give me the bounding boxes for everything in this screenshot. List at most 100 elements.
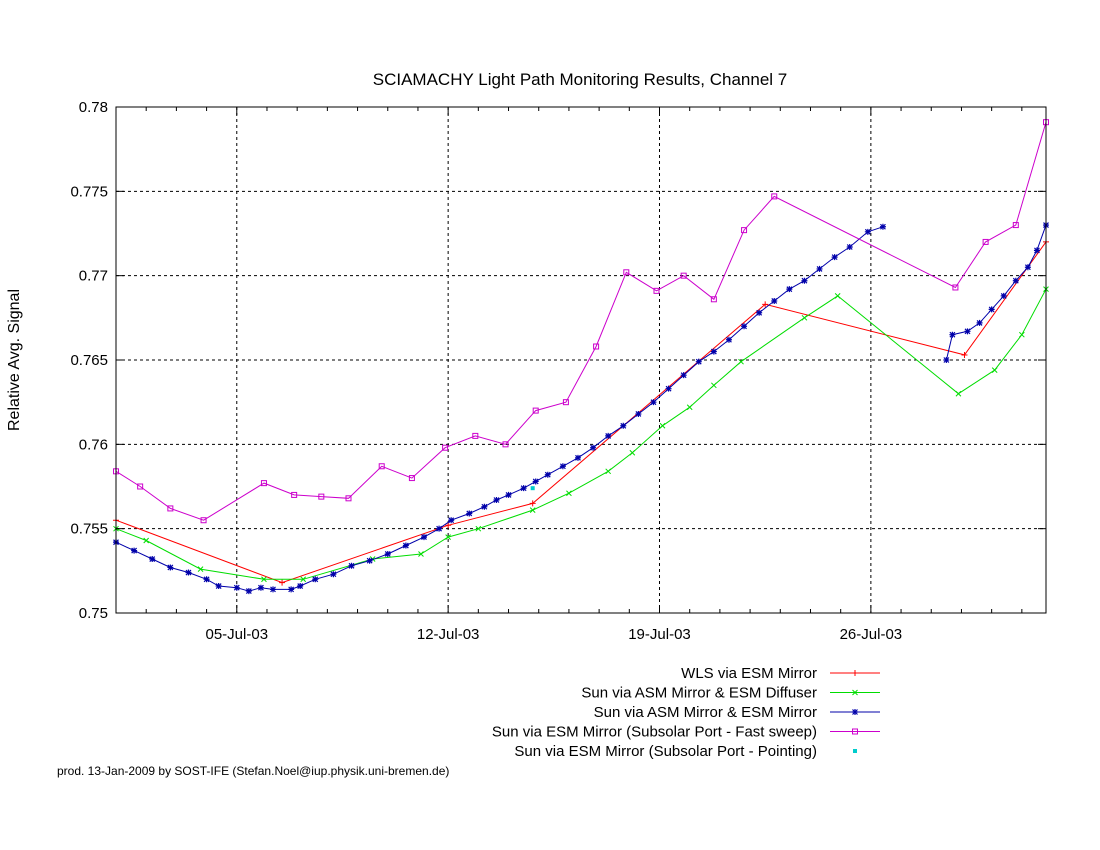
data-point: [943, 357, 950, 363]
data-point: [544, 471, 551, 478]
series-5: [530, 486, 535, 491]
data-point: [1012, 277, 1019, 284]
data-point: [493, 496, 500, 503]
y-tick-label: 0.78: [79, 99, 108, 116]
series-line: [115, 226, 884, 592]
data-point: [801, 277, 808, 284]
data-point: [420, 534, 427, 541]
data-point: [801, 314, 808, 321]
data-point: [203, 576, 210, 583]
data-point: [261, 576, 267, 583]
data-point: [864, 228, 871, 235]
series-layer: [113, 119, 1049, 595]
data-point: [131, 547, 138, 554]
data-point: [756, 309, 763, 316]
data-point: [559, 463, 566, 470]
data-point: [143, 537, 150, 544]
data-point: [961, 351, 968, 358]
x-tick-label: 26-Jul-03: [840, 626, 903, 643]
data-point: [982, 238, 989, 245]
series-3: [943, 222, 1049, 363]
x-tick-label: 12-Jul-03: [417, 626, 480, 643]
y-tick-label: 0.75: [79, 605, 108, 622]
series-line: [115, 122, 1047, 521]
series-1: [113, 286, 1049, 583]
data-point: [955, 390, 962, 397]
data-point: [846, 243, 853, 250]
data-point: [149, 556, 156, 563]
data-point: [530, 486, 535, 491]
y-tick-label: 0.775: [70, 183, 108, 200]
data-point: [620, 422, 627, 429]
legend-entry: Sun via ASM Mirror & ESM Mirror: [594, 704, 880, 721]
data-point: [976, 319, 983, 326]
data-point: [952, 284, 959, 291]
legend-marker: [853, 749, 857, 753]
y-tick-label: 0.77: [79, 268, 108, 285]
data-point: [502, 441, 509, 448]
data-point: [605, 432, 612, 439]
legend-marker: [852, 728, 858, 735]
data-point: [629, 449, 636, 456]
data-point: [481, 503, 488, 510]
data-point: [574, 454, 581, 461]
y-tick-label: 0.755: [70, 521, 108, 538]
data-point: [659, 422, 666, 429]
legend-entry: WLS via ESM Mirror: [681, 665, 880, 682]
legend-marker: [852, 689, 858, 696]
y-tick-label: 0.76: [79, 436, 108, 453]
legend-entry: Sun via ASM Mirror & ESM Diffuser: [581, 685, 880, 702]
data-point: [345, 495, 352, 502]
data-point: [445, 522, 452, 529]
data-point: [167, 564, 174, 571]
data-point: [529, 500, 536, 507]
data-point: [1000, 292, 1007, 299]
y-axis-label: Relative Avg. Signal: [6, 289, 23, 431]
data-point: [532, 478, 539, 485]
data-point: [348, 562, 355, 569]
data-point: [605, 468, 612, 475]
data-point: [562, 399, 569, 406]
data-point: [384, 550, 391, 557]
data-point: [466, 510, 473, 517]
legend-label: WLS via ESM Mirror: [681, 665, 817, 682]
data-point: [436, 525, 443, 532]
data-point: [291, 491, 298, 498]
data-point: [623, 269, 630, 276]
legend: WLS via ESM Mirror Sun via ASM Mirror & E…: [492, 665, 880, 760]
data-point: [366, 557, 373, 564]
data-point: [680, 372, 687, 379]
axis-ticks: 0.75 0.755 0.76 0.765 0.77 0.775 0.78 05-Jul-03…: [70, 99, 1046, 643]
x-tick-label: 05-Jul-03: [206, 626, 269, 643]
data-point: [741, 323, 748, 330]
data-point: [475, 525, 482, 532]
series-0: [113, 238, 1049, 586]
data-point: [1024, 264, 1031, 271]
data-point: [686, 404, 693, 411]
data-point: [816, 265, 823, 272]
data-point: [786, 286, 793, 293]
data-point: [593, 343, 600, 350]
data-point: [590, 444, 597, 451]
data-point: [300, 576, 307, 583]
grid: [116, 107, 1046, 613]
series-line: [945, 224, 1047, 361]
data-point: [695, 358, 702, 365]
data-point: [185, 569, 192, 576]
data-point: [711, 382, 717, 389]
data-point: [771, 193, 778, 200]
data-point: [532, 407, 539, 414]
footer-credit: prod. 13-Jan-2009 by SOST-IFE (Stefan.No…: [57, 764, 450, 778]
data-point: [378, 463, 385, 470]
data-point: [665, 385, 672, 392]
data-point: [330, 571, 337, 578]
data-point: [137, 483, 144, 490]
data-point: [635, 410, 642, 417]
data-point: [520, 485, 527, 492]
data-point: [445, 534, 451, 540]
legend-marker: [852, 670, 858, 676]
data-point: [834, 293, 841, 299]
data-point: [771, 297, 778, 304]
data-point: [418, 551, 424, 557]
data-point: [529, 507, 536, 513]
